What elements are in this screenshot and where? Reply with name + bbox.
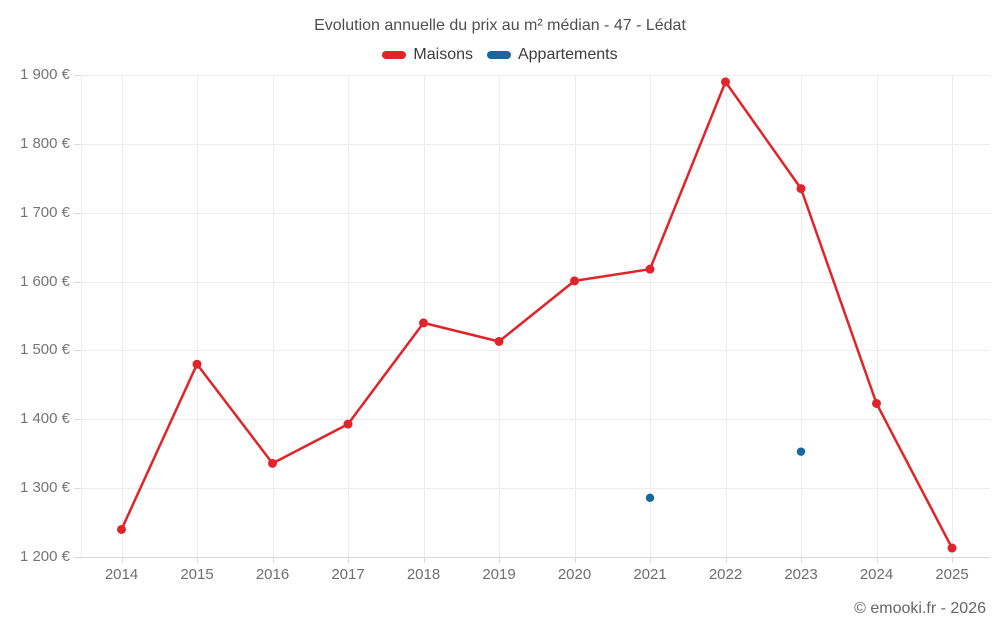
x-axis-label: 2024	[859, 566, 894, 583]
data-point-maisons-2017[interactable]	[343, 419, 353, 429]
maisons-swatch-icon	[382, 51, 407, 59]
x-axis-label: 2023	[784, 566, 818, 583]
y-axis-label: 1 800 €	[19, 134, 70, 152]
appartements-swatch-icon	[486, 51, 511, 59]
y-axis-label: 1 300 €	[19, 479, 70, 497]
x-axis-label: 2016	[255, 566, 290, 583]
series-line-maisons	[120, 80, 954, 550]
y-axis-label: 1 900 €	[19, 66, 70, 83]
legend-label-appartements: Appartements	[517, 46, 618, 63]
y-axis-label: 1 500 €	[19, 341, 70, 359]
legend: Maisons Appartements	[0, 46, 1000, 64]
legend-item-appartements[interactable]: Appartements	[486, 46, 618, 64]
data-point-maisons-2014[interactable]	[117, 524, 126, 534]
chart-title: Evolution annuelle du prix au m² médian …	[314, 17, 686, 34]
x-axis-label: 2020	[557, 566, 592, 583]
y-axis-label: 1 400 €	[19, 410, 70, 428]
footer-credit: © emooki.fr - 2026	[854, 600, 986, 617]
x-axis-label: 2014	[104, 566, 139, 583]
data-point-maisons-2024[interactable]	[872, 398, 881, 408]
y-axis-label: 1 700 €	[19, 203, 70, 221]
x-axis-label: 2015	[180, 566, 214, 583]
x-axis-label: 2021	[633, 566, 667, 583]
x-axis-label: 2025	[935, 566, 969, 583]
data-point-maisons-2015[interactable]	[192, 359, 202, 369]
x-axis-label: 2018	[406, 566, 441, 583]
data-point-appartements-2023[interactable]	[796, 447, 806, 456]
data-point-maisons-2025[interactable]	[947, 543, 957, 553]
data-point-maisons-2020[interactable]	[570, 276, 579, 286]
legend-label-maisons: Maisons	[413, 46, 473, 63]
data-point-maisons-2022[interactable]	[721, 77, 730, 87]
y-axis-label: 1 600 €	[19, 272, 70, 290]
data-point-maisons-2019[interactable]	[494, 336, 504, 346]
data-point-appartements-2021[interactable]	[645, 493, 655, 502]
x-axis-label: 2022	[708, 566, 743, 583]
data-point-maisons-2023[interactable]	[796, 184, 806, 194]
data-point-maisons-2018[interactable]	[419, 318, 428, 328]
data-point-maisons-2016[interactable]	[268, 458, 277, 468]
x-axis-label: 2019	[482, 566, 516, 583]
legend-item-maisons[interactable]: Maisons	[382, 46, 473, 64]
data-point-maisons-2021[interactable]	[645, 264, 655, 274]
y-axis-label: 1 200 €	[19, 548, 70, 565]
x-axis-label: 2017	[331, 566, 365, 583]
